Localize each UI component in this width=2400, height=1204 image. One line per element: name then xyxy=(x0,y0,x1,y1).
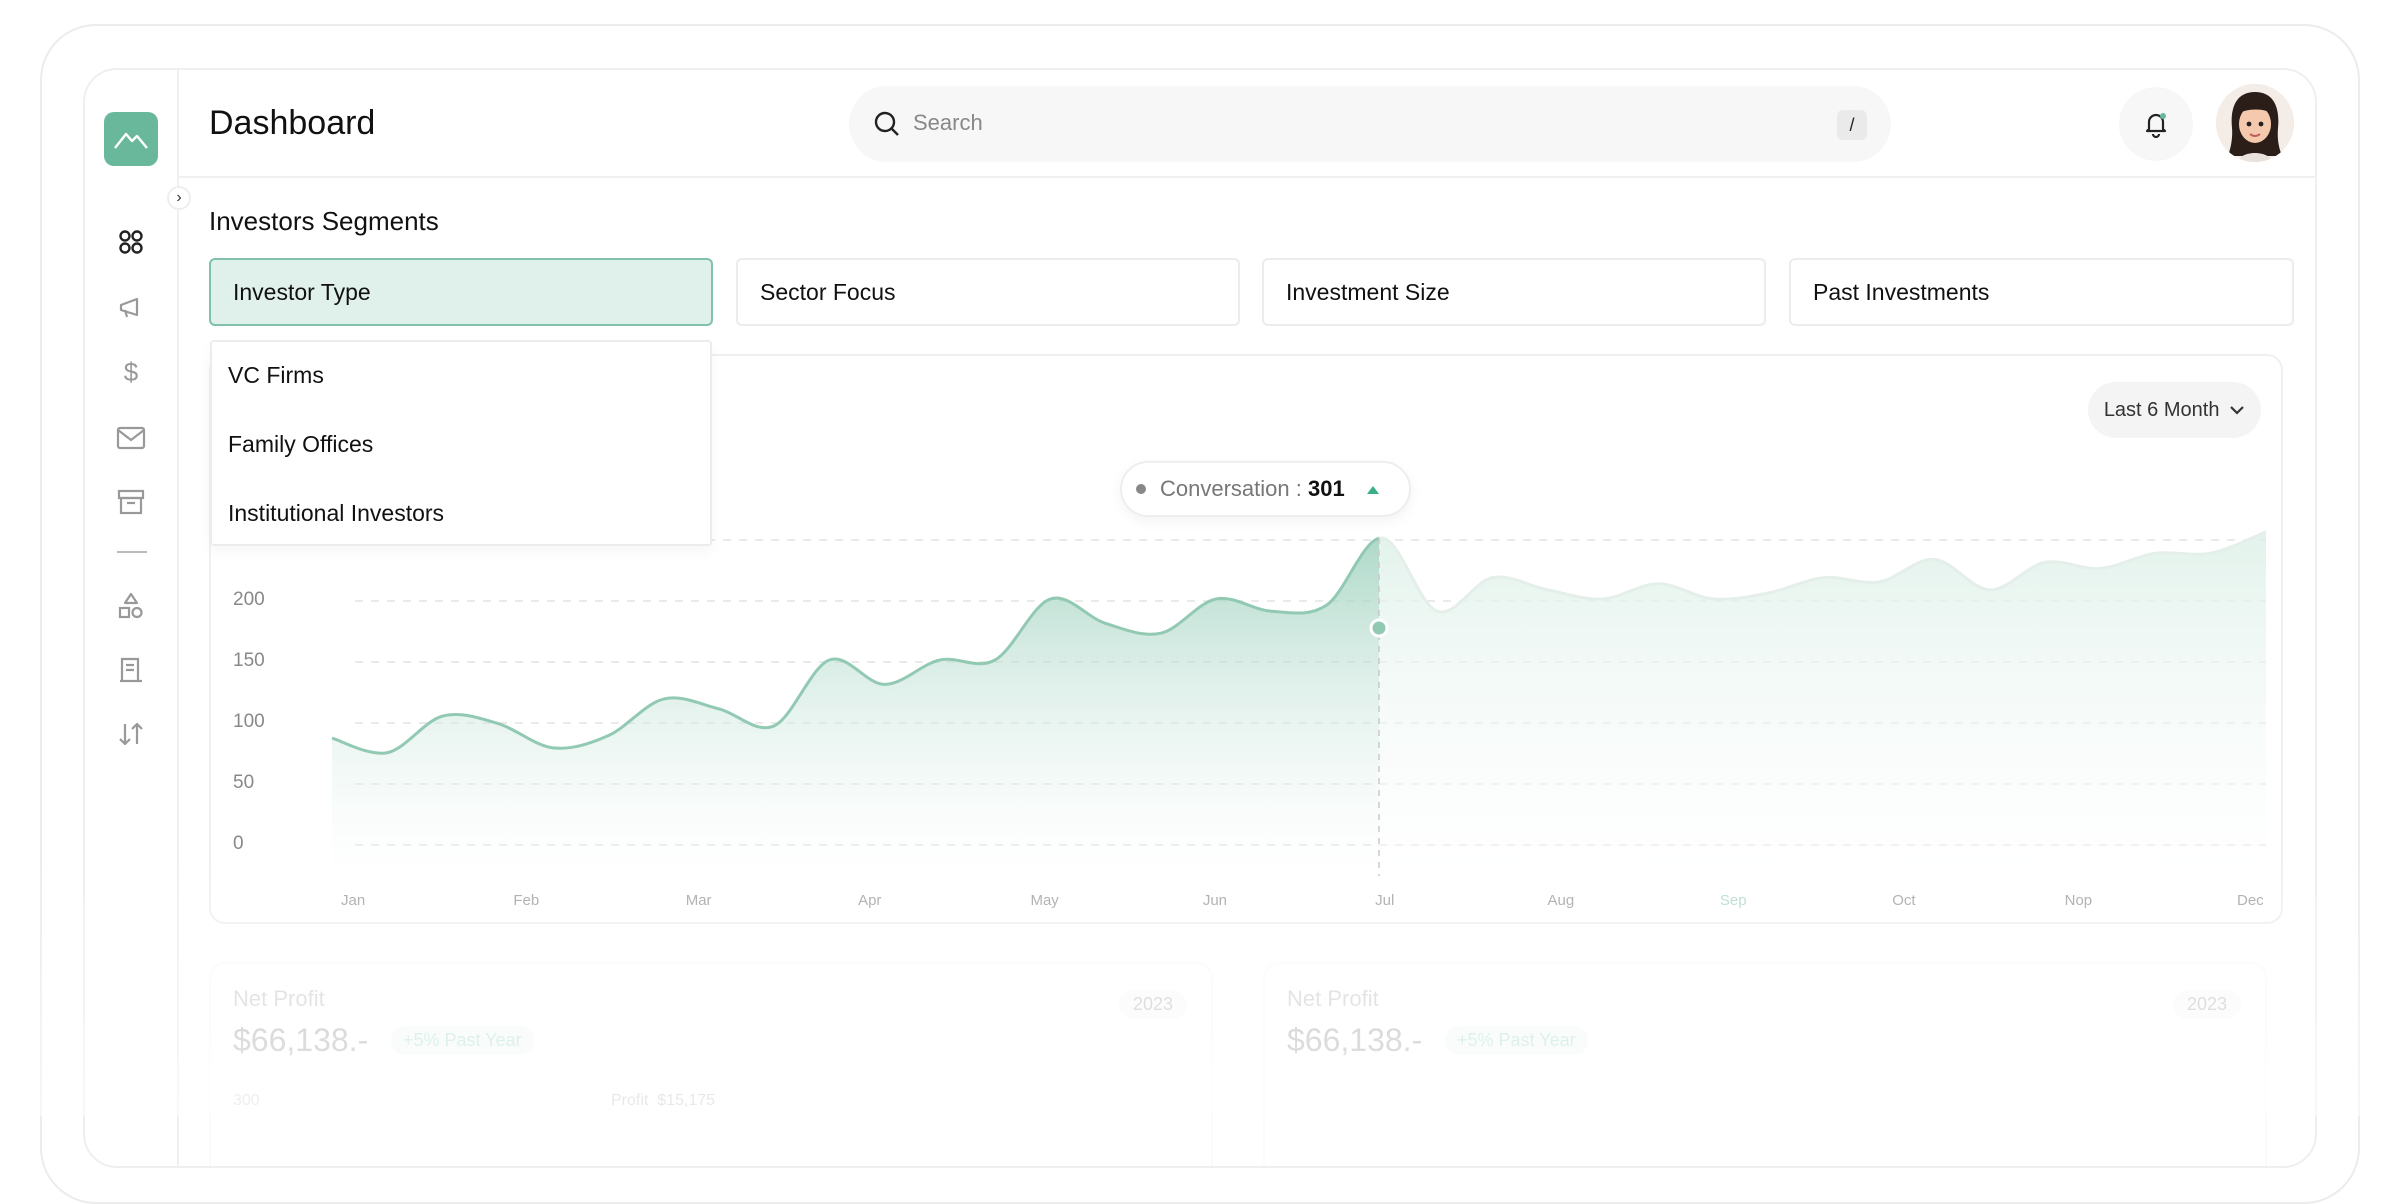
year-select[interactable]: 2023 xyxy=(1118,990,1187,1019)
tab-sector-focus[interactable]: Sector Focus xyxy=(736,258,1240,326)
tab-investor-type[interactable]: Investor Type xyxy=(209,258,713,326)
x-tick-label: Jun xyxy=(1202,892,1227,909)
sidebar-collapse-button[interactable]: › xyxy=(167,186,191,210)
y-tick-label: 100 xyxy=(233,711,265,732)
x-tick-label: Aug xyxy=(1547,892,1575,909)
archive-icon[interactable] xyxy=(113,484,149,520)
dollar-glyph: $ xyxy=(123,356,139,387)
tooltip-label: Conversation : xyxy=(1160,476,1308,501)
tooltip-dot xyxy=(1136,484,1146,494)
series-line-future xyxy=(1379,530,2267,614)
card-badge: +5% Past Year xyxy=(391,1026,534,1055)
megaphone-icon[interactable] xyxy=(113,290,149,326)
card-badge: +5% Past Year xyxy=(1445,1026,1588,1055)
range-select[interactable]: Last 6 Month xyxy=(2087,382,2261,438)
x-tick-label: Oct xyxy=(1892,892,1916,909)
card-label: Net Profit xyxy=(1287,986,1379,1011)
card-axis-label: 300 xyxy=(233,1092,260,1109)
x-tick-label: May xyxy=(1030,892,1059,909)
year-select[interactable]: 2023 xyxy=(2172,990,2241,1019)
chevron-right-icon: › xyxy=(176,189,182,206)
card-value: $66,138.- xyxy=(233,1022,369,1058)
series-line-past xyxy=(331,537,1379,755)
card-mini-tooltip: Profit $15,175 xyxy=(611,1092,715,1110)
mini-tooltip-label: Profit xyxy=(611,1092,649,1109)
tab-past-investments[interactable]: Past Investments xyxy=(1789,258,2294,326)
y-tick-label: 200 xyxy=(233,589,265,610)
mini-tooltip-value: $15,175 xyxy=(657,1092,716,1109)
x-tick-label: Sep xyxy=(1719,892,1747,909)
x-tick-label: Dec xyxy=(2237,892,2264,909)
grid-icon[interactable] xyxy=(113,224,149,260)
sidebar-divider xyxy=(117,551,147,553)
avatar-image xyxy=(2216,84,2294,162)
segments-title: Investors Segments xyxy=(209,206,439,236)
card-label: Net Profit xyxy=(233,986,325,1011)
area-fill-past xyxy=(332,538,1379,876)
chart-tooltip: Conversation : 301 xyxy=(1120,461,1411,517)
page-title: Dashboard xyxy=(209,104,376,142)
dollar-icon[interactable]: $ xyxy=(113,354,149,390)
mail-icon[interactable] xyxy=(113,420,149,456)
x-tick-label: Jan xyxy=(341,892,366,909)
area-chart xyxy=(331,530,2267,876)
x-tick-label: Jul xyxy=(1375,892,1395,909)
trend-up-icon xyxy=(1366,486,1379,495)
sidebar: $ xyxy=(85,70,179,1166)
y-tick-label: 150 xyxy=(233,650,265,671)
net-profit-card: Net Profit $66,138.- +5% Past Year 2023 … xyxy=(209,962,1213,1166)
highlight-point[interactable] xyxy=(1369,618,1389,638)
x-tick-label: Mar xyxy=(685,892,712,909)
dropdown-item-vc-firms[interactable]: VC Firms xyxy=(228,362,324,388)
notification-button[interactable] xyxy=(2119,87,2193,161)
net-profit-card-2: Net Profit $66,138.- +5% Past Year 2023 xyxy=(1263,962,2267,1166)
sort-icon[interactable] xyxy=(113,716,149,752)
tooltip-value: 301 xyxy=(1307,476,1345,501)
y-tick-label: 0 xyxy=(233,833,244,854)
search-icon xyxy=(873,110,901,143)
search-shortcut-badge: / xyxy=(1837,110,1867,140)
search-bar[interactable]: Search / xyxy=(849,86,1891,162)
chevron-down-icon xyxy=(2230,406,2244,415)
receipt-icon[interactable] xyxy=(113,652,149,688)
card-value: $66,138.- xyxy=(1287,1022,1423,1058)
app-window: $ › Dashboard Search / xyxy=(83,68,2317,1168)
dropdown-item-institutional-investors[interactable]: Institutional Investors xyxy=(228,500,445,526)
x-tick-label: Apr xyxy=(858,892,882,909)
dropdown-item-family-offices[interactable]: Family Offices xyxy=(228,431,374,457)
range-select-label: Last 6 Month xyxy=(2103,399,2220,421)
y-tick-label: 50 xyxy=(233,772,255,793)
area-fill-future xyxy=(1379,531,2266,876)
header: Dashboard Search / xyxy=(179,70,2315,178)
investor-type-dropdown: VC Firms Family Offices Institutional In… xyxy=(210,340,712,546)
x-tick-label: Nop xyxy=(2064,892,2093,909)
shapes-icon[interactable] xyxy=(113,588,149,624)
tab-investment-size[interactable]: Investment Size xyxy=(1262,258,1766,326)
avatar[interactable] xyxy=(2216,84,2294,162)
search-input[interactable]: Search xyxy=(913,110,983,135)
bell-icon xyxy=(2145,113,2167,139)
x-tick-label: Feb xyxy=(513,892,540,909)
logo-icon[interactable] xyxy=(104,112,158,166)
